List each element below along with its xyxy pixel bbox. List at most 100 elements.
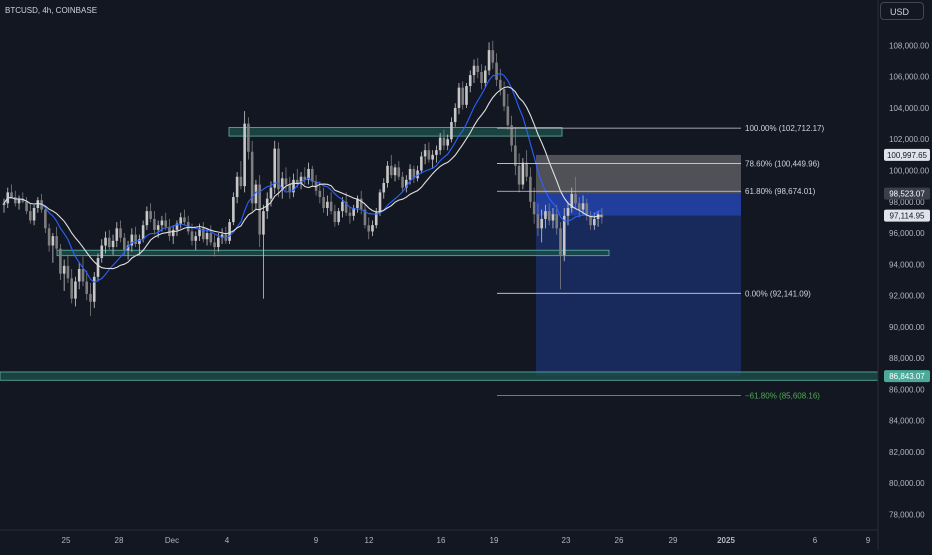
price-tag[interactable]: 97,114.95 — [884, 209, 930, 222]
candle — [277, 142, 280, 198]
candle — [213, 234, 216, 257]
candle-body — [491, 50, 495, 63]
candle-body — [217, 237, 220, 248]
candle-body — [111, 240, 115, 248]
candle — [329, 192, 333, 215]
price-tag[interactable]: 98,523.07 — [884, 187, 930, 200]
candle — [559, 222, 562, 290]
candle-body — [81, 268, 85, 282]
candle-body — [420, 156, 423, 171]
candle — [468, 70, 472, 93]
candle — [10, 184, 13, 199]
candle-body — [389, 165, 393, 176]
candle-body — [326, 201, 329, 209]
candle-body — [363, 209, 367, 226]
candle-body — [442, 137, 446, 146]
ma-fast-line[interactable] — [3, 72, 602, 283]
candle-body — [55, 236, 58, 249]
candle-body — [85, 281, 89, 294]
candle — [529, 167, 532, 209]
candle-body — [593, 218, 596, 226]
x-tick-label: 28 — [115, 536, 124, 545]
candle — [186, 215, 190, 235]
candle — [149, 203, 152, 223]
candle-body — [589, 215, 592, 226]
candle-body — [89, 293, 92, 302]
candle — [17, 195, 21, 210]
candle — [194, 231, 198, 251]
candle-body — [333, 211, 337, 223]
candle — [465, 82, 468, 108]
symbol-label[interactable]: BTCUSD, 4h, COINBASE — [5, 6, 98, 15]
candle — [171, 225, 175, 244]
candle-body — [480, 72, 483, 83]
currency-button[interactable]: USD — [880, 2, 924, 20]
candle — [420, 151, 423, 174]
candle — [551, 208, 555, 229]
candle — [480, 64, 483, 90]
ma-slow-line[interactable] — [3, 86, 602, 270]
candle — [209, 225, 213, 246]
candle — [254, 179, 258, 210]
candle-body — [250, 151, 254, 204]
candle-body — [141, 225, 145, 240]
candle — [341, 197, 344, 218]
candle-body — [13, 197, 17, 204]
candle-body — [525, 162, 528, 177]
candle — [239, 161, 243, 190]
candle-body — [352, 208, 355, 216]
candle — [70, 268, 73, 304]
candle — [540, 209, 543, 243]
candle-body — [438, 137, 442, 151]
candle — [574, 176, 577, 209]
candle-body — [205, 233, 209, 240]
candle-body — [344, 201, 348, 213]
candle-body — [104, 237, 107, 246]
candle-body — [44, 209, 47, 229]
candle-body — [51, 236, 55, 246]
y-tick-label: 108,000.00 — [889, 41, 930, 50]
candle — [525, 150, 528, 182]
price-tag[interactable]: 100,997.65 — [884, 148, 930, 161]
candle — [348, 206, 352, 224]
take-profit-zone[interactable] — [536, 193, 741, 377]
candle-body — [600, 214, 604, 218]
candle-body — [280, 178, 284, 190]
candle — [502, 81, 506, 112]
y-tick-label: 88,000.00 — [889, 354, 925, 363]
sr-zone[interactable] — [56, 249, 610, 257]
candle — [243, 111, 246, 193]
candle — [600, 208, 604, 224]
candle — [337, 208, 340, 226]
sr-zone[interactable] — [0, 371, 879, 381]
candle-body — [581, 203, 585, 210]
candle-body — [529, 176, 532, 202]
price-scale: 108,000.00 106,000.00 104,000.00 102,000.00… — [877, 0, 930, 550]
candle-body — [194, 236, 198, 241]
candle — [506, 93, 510, 130]
candle-body — [107, 237, 111, 248]
candle — [461, 81, 465, 110]
candle — [284, 167, 288, 191]
candle — [36, 197, 40, 213]
candle-body — [92, 276, 96, 302]
candle — [232, 192, 235, 226]
stop-loss-zone[interactable] — [536, 154, 741, 194]
candle-body — [123, 237, 126, 251]
candle — [2, 198, 6, 213]
candle-body — [547, 211, 551, 221]
candle — [134, 226, 137, 248]
candle — [326, 195, 329, 216]
candle — [442, 129, 446, 151]
candle-body — [171, 229, 175, 237]
x-tick-label: 23 — [562, 536, 571, 545]
price-tag[interactable]: 86,843.07 — [884, 370, 930, 383]
candle-body — [228, 222, 231, 241]
candle-body — [100, 245, 104, 259]
candle-body — [487, 50, 491, 71]
x-tick-label: 9 — [314, 536, 319, 545]
sr-zone[interactable] — [228, 127, 563, 137]
candle-body — [401, 176, 404, 188]
